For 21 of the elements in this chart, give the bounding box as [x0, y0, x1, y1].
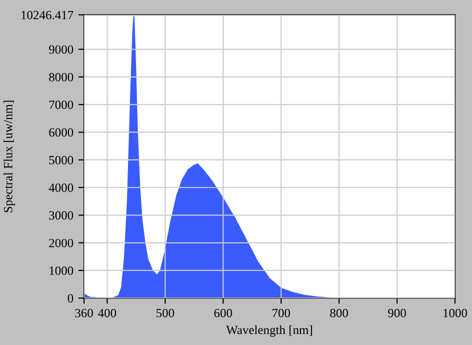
y-tick-label: 2000 — [49, 238, 74, 248]
y-tick-label: 5000 — [49, 156, 74, 164]
x-tick-label: 800 — [330, 308, 348, 318]
y-tick-label: 3000 — [49, 211, 74, 220]
x-tick-label: 600 — [214, 308, 232, 318]
y-tick-label: 0 — [68, 294, 74, 303]
y-tick-label: 4000 — [48, 184, 74, 192]
x-axis-title: Wavelength [nm] — [226, 325, 312, 337]
y-tick-label: 8000 — [49, 72, 74, 82]
x-tick-label: 900 — [388, 308, 406, 318]
y-axis-title: Spectral Flux [uw/nm] — [4, 100, 15, 212]
x-tick-label: 360 — [75, 308, 93, 318]
y-tick-label: 10246.417 — [22, 10, 74, 20]
y-tick-label: 1000 — [50, 266, 74, 275]
y-tick-label: 6000 — [49, 128, 74, 137]
x-tick-label: 400 — [98, 308, 116, 318]
x-tick-label: 500 — [156, 308, 174, 318]
y-tick-label: 7000 — [49, 100, 74, 110]
x-tick-label: 700 — [272, 308, 290, 318]
x-tick-label: 1000 — [444, 308, 468, 318]
y-tick-label: 9000 — [49, 45, 74, 54]
